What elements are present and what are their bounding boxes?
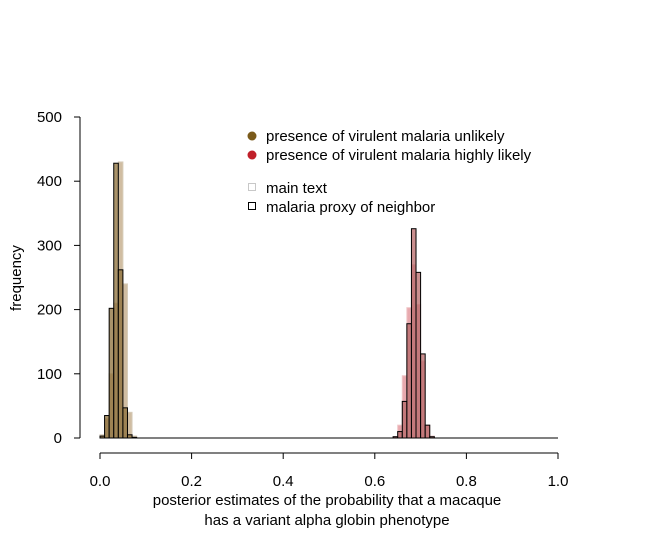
y-tick-label: 400 <box>37 173 62 190</box>
legend: presence of virulent malaria unlikely pr… <box>247 128 532 216</box>
histogram-bar-likely-neighbor <box>424 424 431 439</box>
y-tick-label: 300 <box>37 237 62 254</box>
legend-marker-likely <box>247 150 257 160</box>
y-tick-label: 100 <box>37 366 62 383</box>
legend-marker-unlikely <box>247 131 257 141</box>
x-tick-label: 0.6 <box>364 473 385 490</box>
legend-marker-main-text <box>248 183 256 191</box>
x-tick-label: 0.0 <box>90 473 111 490</box>
histogram-bar-unlikely-neighbor <box>108 307 115 439</box>
histogram-bars <box>99 161 435 439</box>
y-tick-label: 0 <box>54 430 62 447</box>
y-axis-label: frequency <box>8 245 25 311</box>
legend-label-likely: presence of virulent malaria highly like… <box>266 147 532 164</box>
x-axis-label-line-1: posterior estimates of the probability t… <box>153 492 502 509</box>
histogram-bar-unlikely-neighbor <box>113 162 119 439</box>
y-tick-label: 500 <box>37 109 62 126</box>
legend-label-unlikely: presence of virulent malaria unlikely <box>266 128 505 145</box>
x-tick-label: 0.8 <box>456 473 477 490</box>
x-tick-label: 0.2 <box>181 473 202 490</box>
histogram-bar-likely-neighbor <box>397 431 403 439</box>
histogram-bar-unlikely-main <box>126 411 133 439</box>
histogram-bar-likely-neighbor <box>401 400 408 439</box>
histogram-bar-likely-neighbor <box>406 323 412 439</box>
x-axis: 0.0 0.2 0.4 0.6 0.8 1.0 <box>90 452 569 490</box>
y-axis: 0 100 200 300 400 500 <box>37 109 81 447</box>
x-axis-label-line-2: has a variant alpha globin phenotype <box>204 512 449 529</box>
histogram-bar-likely-neighbor <box>415 271 422 439</box>
histogram-bar-likely-neighbor <box>410 228 417 439</box>
histogram-bar-unlikely-neighbor <box>117 269 124 439</box>
x-tick-label: 1.0 <box>548 473 569 490</box>
legend-marker-neighbor <box>248 202 256 210</box>
histogram-bar-likely-neighbor <box>420 353 426 439</box>
histogram-bar-unlikely-neighbor <box>122 407 128 439</box>
histogram-bar-unlikely-neighbor <box>104 415 110 439</box>
legend-label-neighbor: malaria proxy of neighbor <box>266 199 435 216</box>
legend-label-main-text: main text <box>266 180 328 197</box>
x-tick-label: 0.4 <box>273 473 294 490</box>
y-tick-label: 200 <box>37 302 62 319</box>
